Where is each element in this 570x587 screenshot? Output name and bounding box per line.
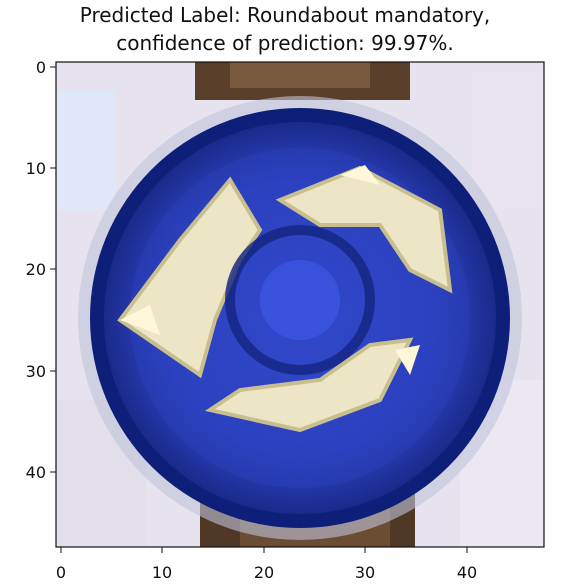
sign-image bbox=[56, 62, 544, 547]
x-tick-label: 10 bbox=[152, 563, 172, 582]
x-axis bbox=[60, 547, 468, 553]
x-tick-label: 30 bbox=[355, 563, 375, 582]
axes-frame bbox=[55, 61, 545, 548]
y-tick-label: 30 bbox=[26, 362, 46, 381]
figure-title-line1: Predicted Label: Roundabout mandatory, bbox=[79, 3, 491, 27]
x-tick-label: 40 bbox=[457, 563, 477, 582]
y-tick-label: 20 bbox=[26, 260, 46, 279]
y-axis bbox=[50, 66, 56, 473]
x-tick-label: 0 bbox=[56, 563, 66, 582]
x-tick-label: 20 bbox=[254, 563, 274, 582]
figure-title-line2: confidence of prediction: 99.97%. bbox=[116, 31, 454, 55]
y-tick-label: 10 bbox=[26, 159, 46, 178]
y-tick-label: 40 bbox=[26, 463, 46, 482]
y-tick-label: 0 bbox=[36, 58, 46, 77]
